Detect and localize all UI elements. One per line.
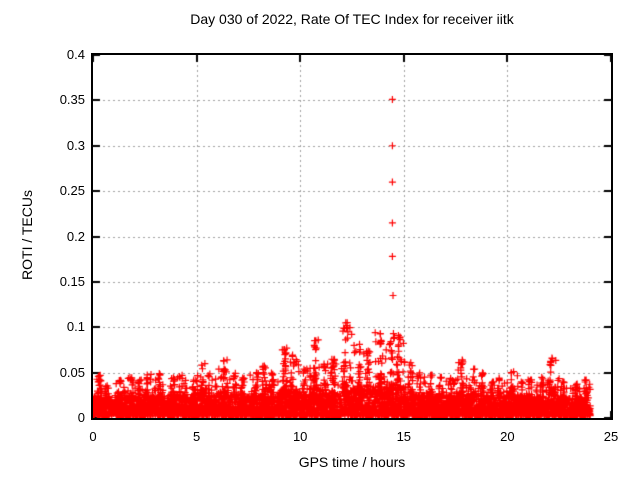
x-tick-label: 0: [89, 429, 97, 444]
y-tick-label: 0.25: [59, 183, 85, 199]
x-axis-label: GPS time / hours: [298, 454, 406, 470]
y-tick-label: 0.4: [66, 47, 85, 62]
x-tick-label: 10: [292, 429, 308, 444]
y-tick-label: 0: [77, 410, 85, 425]
y-tick-label: 0.15: [59, 273, 85, 289]
y-tick-label: 0.3: [66, 137, 85, 153]
x-tick-label: 15: [396, 429, 412, 444]
y-tick-label: 0.2: [66, 228, 85, 244]
y-tick-label: 0.05: [59, 364, 85, 380]
y-tick-label: 0.1: [66, 319, 85, 335]
y-tick-label: 0.35: [59, 92, 85, 108]
plot-area: [91, 53, 613, 420]
x-tick-label: 5: [192, 429, 201, 444]
scatter-plot-canvas: [93, 55, 611, 418]
x-tick-label: 20: [500, 429, 515, 444]
x-tick-label: 25: [603, 429, 619, 444]
chart-title: Day 030 of 2022, Rate Of TEC Index for r…: [190, 11, 514, 27]
